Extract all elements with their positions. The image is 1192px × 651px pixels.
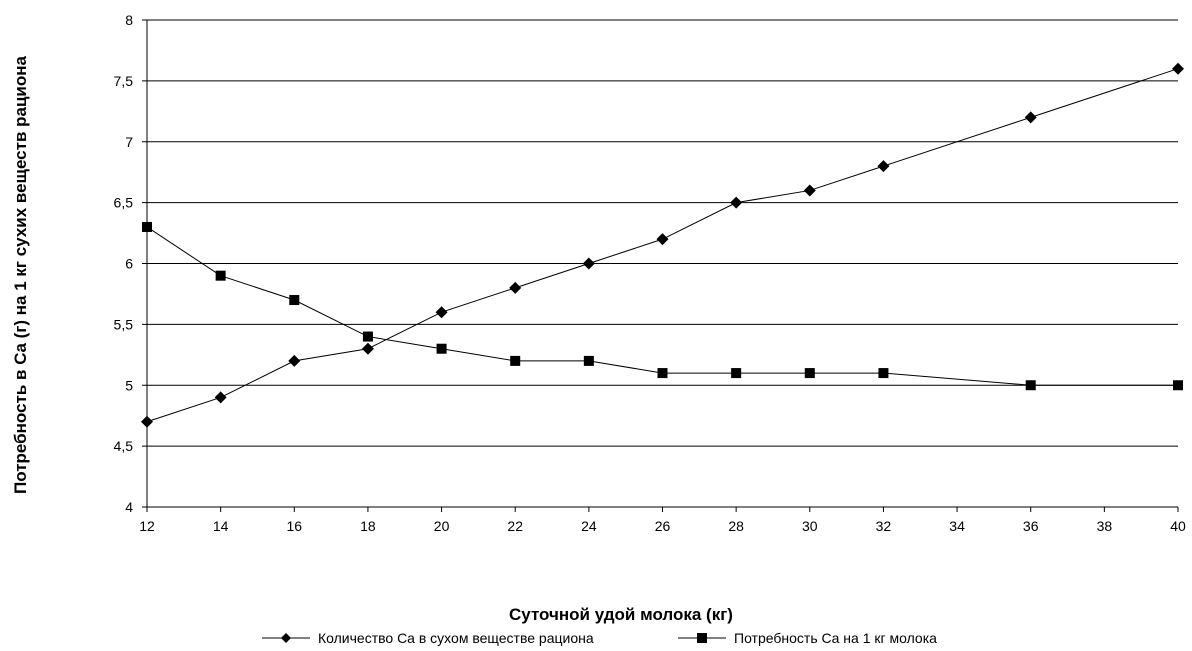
x-tick-label: 18: [360, 518, 376, 534]
data-point-diamond: [877, 160, 890, 173]
y-tick-label: 5: [125, 377, 133, 393]
x-tick-label: 34: [949, 518, 965, 534]
axes: [142, 19, 1179, 512]
data-point-square: [510, 355, 521, 366]
y-tick-label: 8: [125, 12, 133, 28]
data-point-square: [1173, 380, 1183, 391]
y-tick-label: 7: [125, 134, 133, 150]
legend-item-0: Количество Ca в сухом веществе рациона: [262, 630, 594, 646]
series-line-1: [146, 226, 1178, 386]
y-tick-label: 6: [125, 256, 133, 272]
data-point-diamond: [582, 257, 595, 270]
data-point-square: [1025, 380, 1036, 391]
data-point-square: [878, 368, 889, 379]
x-tick-label: 20: [434, 518, 450, 534]
x-tick-label: 36: [1023, 518, 1039, 534]
data-point-square: [142, 221, 152, 232]
legend-label-1: Потребность Ca на 1 кг молока: [734, 630, 937, 646]
data-point-square: [804, 368, 815, 379]
data-point-square: [215, 270, 226, 281]
x-axis-title: Суточной удой молока (кг): [509, 605, 733, 624]
data-point-square: [362, 331, 373, 342]
data-point-diamond: [1172, 62, 1184, 75]
data-point-diamond: [509, 281, 522, 294]
y-tick-label: 7,5: [114, 73, 134, 89]
x-tick-label: 28: [728, 518, 744, 534]
legend: Количество Ca в сухом веществе рациона П…: [262, 630, 937, 646]
x-tick-label: 26: [655, 518, 671, 534]
x-tick-label: 38: [1097, 518, 1113, 534]
x-tick-label: 30: [802, 518, 818, 534]
y-axis-title: Потребность в Ca (г) на 1 кг сухих вещес…: [11, 55, 30, 493]
data-point-diamond: [803, 184, 816, 197]
y-tick-label: 6,5: [114, 195, 134, 211]
x-tick-label: 40: [1170, 518, 1186, 534]
data-point-square: [436, 343, 447, 354]
x-tick-labels: 12 14 16 18 20 22 24 26 28 30 32 34 36 38 40: [139, 518, 1186, 534]
data-point-square: [583, 355, 594, 366]
data-point-diamond: [288, 354, 301, 367]
x-tick-label: 22: [507, 518, 523, 534]
x-tick-label: 24: [581, 518, 597, 534]
x-tick-label: 16: [286, 518, 302, 534]
x-tick-label: 32: [876, 518, 892, 534]
data-point-square: [731, 368, 742, 379]
data-point-square: [289, 295, 300, 306]
y-tick-label: 4,5: [114, 438, 134, 454]
data-point-diamond: [435, 306, 448, 319]
data-point-diamond: [656, 233, 669, 246]
y-tick-labels: 4 4,5 5 5,5 6 6,5 7 7,5 8: [114, 12, 134, 515]
data-point-square: [657, 368, 668, 379]
legend-item-1: Потребность Ca на 1 кг молока: [678, 630, 937, 646]
legend-marker-diamond: [281, 633, 291, 643]
data-point-diamond: [214, 391, 227, 404]
data-point-diamond: [730, 196, 743, 209]
x-tick-label: 12: [139, 518, 155, 534]
legend-marker-square: [697, 633, 707, 643]
gridlines: [147, 19, 1178, 447]
series-group: [141, 62, 1184, 428]
y-tick-label: 5,5: [114, 316, 134, 332]
data-point-diamond: [141, 415, 153, 428]
legend-label-0: Количество Ca в сухом веществе рациона: [318, 630, 594, 646]
data-point-diamond: [1024, 111, 1037, 124]
x-tick-label: 14: [213, 518, 229, 534]
data-point-diamond: [361, 342, 374, 355]
y-tick-label: 4: [125, 499, 133, 515]
